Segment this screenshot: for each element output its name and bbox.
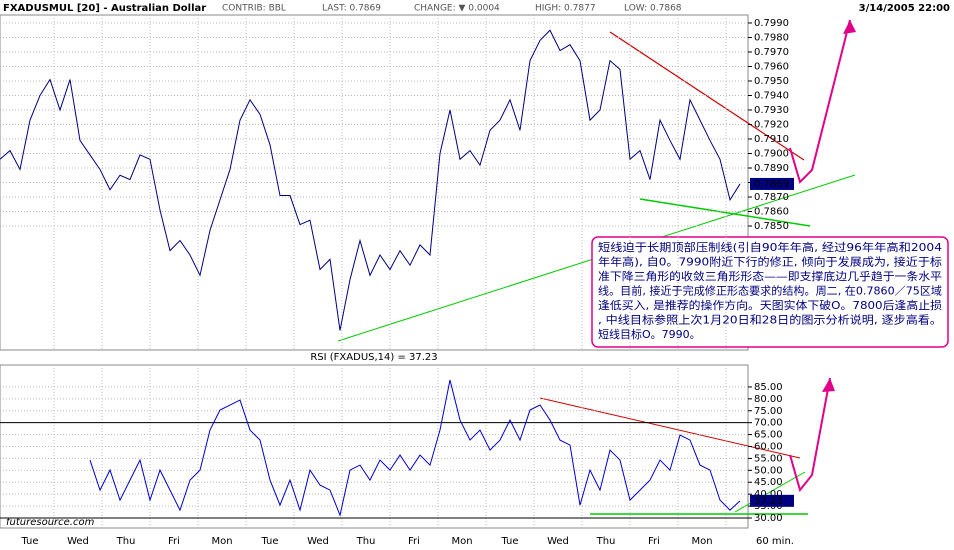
date: 3/14/2005 22:00 bbox=[859, 3, 950, 14]
y-tick-label: 55.00 bbox=[754, 453, 783, 464]
x-tick-label: Wed bbox=[67, 536, 89, 547]
watermark: futuresource.com bbox=[6, 517, 95, 528]
annotation-text: 短线迫于长期顶部压制线(引自90年年高, 经过96年年高和2004 bbox=[598, 240, 942, 254]
y-tick-label: 50.00 bbox=[754, 465, 783, 476]
rsi-title: RSI (FXADUS,14) = 37.23 bbox=[310, 352, 437, 363]
x-tick-label: Mon bbox=[451, 536, 472, 547]
y-tick-label: 45.00 bbox=[754, 477, 783, 488]
annotation-text: , 中线目标参照上次1月20日和28日的图示分析说明, 逐步高看。 bbox=[598, 313, 942, 327]
chart-title: FXADUSMUL [20] - Australian Dollar bbox=[3, 3, 206, 14]
x-tick-label: Thu bbox=[596, 536, 616, 547]
y-tick-label: 0.7900 bbox=[754, 148, 789, 159]
header-field: LAST: 0.7869 bbox=[322, 4, 381, 14]
y-tick-label: 0.7930 bbox=[754, 105, 789, 116]
last-value-label: 37.23 bbox=[754, 496, 783, 507]
y-tick-label: 80.00 bbox=[754, 394, 783, 405]
header-field: CONTRIB: BBL bbox=[222, 4, 286, 14]
y-tick-label: 0.7960 bbox=[754, 61, 789, 72]
header-field: HIGH: 0.7877 bbox=[535, 4, 596, 14]
y-tick-label: 0.7860 bbox=[754, 207, 789, 218]
x-interval: 60 min. bbox=[756, 536, 794, 547]
trendlines bbox=[337, 19, 856, 515]
annotation-text: 年年高), 自0。7990附近下行的修正, 倾向于发展成为, 接近于标 bbox=[598, 255, 942, 269]
x-tick-label: Mon bbox=[691, 536, 712, 547]
last-value-box bbox=[750, 177, 794, 190]
series-line bbox=[0, 29, 741, 331]
x-tick-label: Fri bbox=[408, 536, 420, 547]
x-tick-label: Wed bbox=[547, 536, 569, 547]
x-tick-label: Wed bbox=[307, 536, 329, 547]
y-tick-label: 85.00 bbox=[754, 382, 783, 393]
annotation-box bbox=[591, 236, 949, 348]
y-tick-label: 60.00 bbox=[754, 442, 783, 453]
y-tick-label: 0.7950 bbox=[754, 76, 789, 87]
x-tick-label: Mon bbox=[211, 536, 232, 547]
y-tick-label: 0.7850 bbox=[754, 221, 789, 232]
annotation-text: 准下降三角形的收敛三角形形态——即支撑底边几乎趋于一条水平 bbox=[598, 269, 942, 283]
last-value-label: 0.7869 bbox=[754, 179, 789, 190]
y-tick-label: 0.7920 bbox=[754, 119, 789, 130]
y-tick-label: 0.7890 bbox=[754, 163, 789, 174]
y-tick-label: 65.00 bbox=[754, 430, 783, 441]
annotation-text: 线。目前, 接近于完成修正形态要求的结构。周二, 在0.7860／75区域 bbox=[598, 284, 942, 298]
y-tick-label: 40.00 bbox=[754, 489, 783, 500]
x-tick-label: Tue bbox=[500, 536, 518, 547]
last-value-box bbox=[750, 494, 794, 507]
y-tick-label: 30.00 bbox=[754, 513, 783, 524]
annotation-text: 逢低买入, 是推荐的操作方向。天图实体下破O。7800后逢高止损 bbox=[598, 298, 942, 312]
header-field: CHANGE: ▼ 0.0004 bbox=[414, 4, 500, 14]
x-tick-label: Thu bbox=[356, 536, 376, 547]
y-tick-label: 0.7970 bbox=[754, 47, 789, 58]
y-tick-label: 75.00 bbox=[754, 406, 783, 417]
y-tick-label: 0.7870 bbox=[754, 192, 789, 203]
y-tick-label: 70.00 bbox=[754, 418, 783, 429]
series-line bbox=[89, 379, 741, 517]
header-field: LOW: 0.7868 bbox=[624, 4, 682, 14]
x-tick-label: Tue bbox=[20, 536, 38, 547]
x-tick-label: Fri bbox=[648, 536, 660, 547]
y-tick-label: 0.7980 bbox=[754, 32, 789, 43]
x-tick-label: Thu bbox=[116, 536, 136, 547]
y-tick-label: 0.7940 bbox=[754, 90, 789, 101]
x-tick-label: Tue bbox=[260, 536, 278, 547]
annotation-text: 短线目标O。7990。 bbox=[598, 327, 701, 341]
y-tick-label: 0.7990 bbox=[754, 18, 789, 29]
x-tick-label: Fri bbox=[168, 536, 180, 547]
y-tick-label: 0.7910 bbox=[754, 134, 789, 145]
